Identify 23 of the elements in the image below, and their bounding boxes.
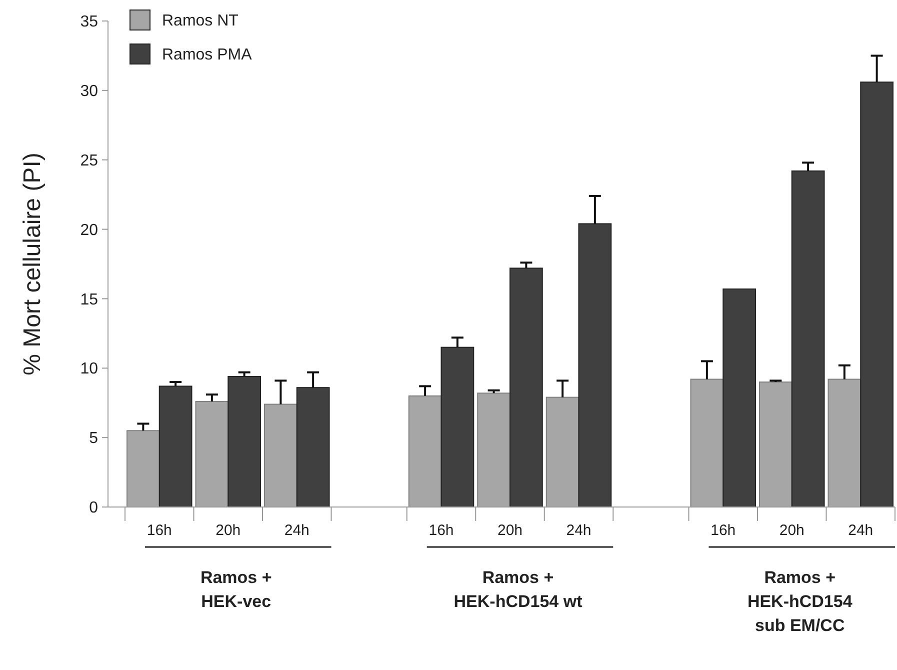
x-tick-label: 16h xyxy=(710,522,736,539)
legend-label: Ramos NT xyxy=(162,12,239,30)
y-tick-label: 25 xyxy=(80,152,98,170)
y-tick-label: 0 xyxy=(89,500,98,517)
y-tick-label: 30 xyxy=(80,83,98,100)
legend-label: Ramos PMA xyxy=(162,46,252,64)
x-tick-label: 16h xyxy=(146,522,172,539)
text: Ramos + HEK-hCD154 wt xyxy=(454,568,583,611)
x-tick-label: 24h xyxy=(566,522,592,539)
text: Ramos + HEK-vec xyxy=(200,568,272,611)
x-tick-label: 20h xyxy=(216,522,241,539)
y-tick-label: 10 xyxy=(80,360,98,378)
x-tick-label: 24h xyxy=(284,522,310,539)
text: Ramos + HEK-hCD154 sub EM/CC xyxy=(747,568,853,635)
x-tick-label: 20h xyxy=(779,522,804,539)
y-axis-title: % Mort cellulaire (PI) xyxy=(19,152,46,376)
x-tick-label: 24h xyxy=(848,522,874,539)
x-tick-label: 16h xyxy=(428,522,454,539)
y-tick-label: 5 xyxy=(89,430,98,448)
x-tick-label: 20h xyxy=(497,522,523,539)
y-tick-label: 20 xyxy=(80,222,98,239)
y-tick-label: 15 xyxy=(80,291,98,308)
y-tick-label: 35 xyxy=(80,14,98,31)
